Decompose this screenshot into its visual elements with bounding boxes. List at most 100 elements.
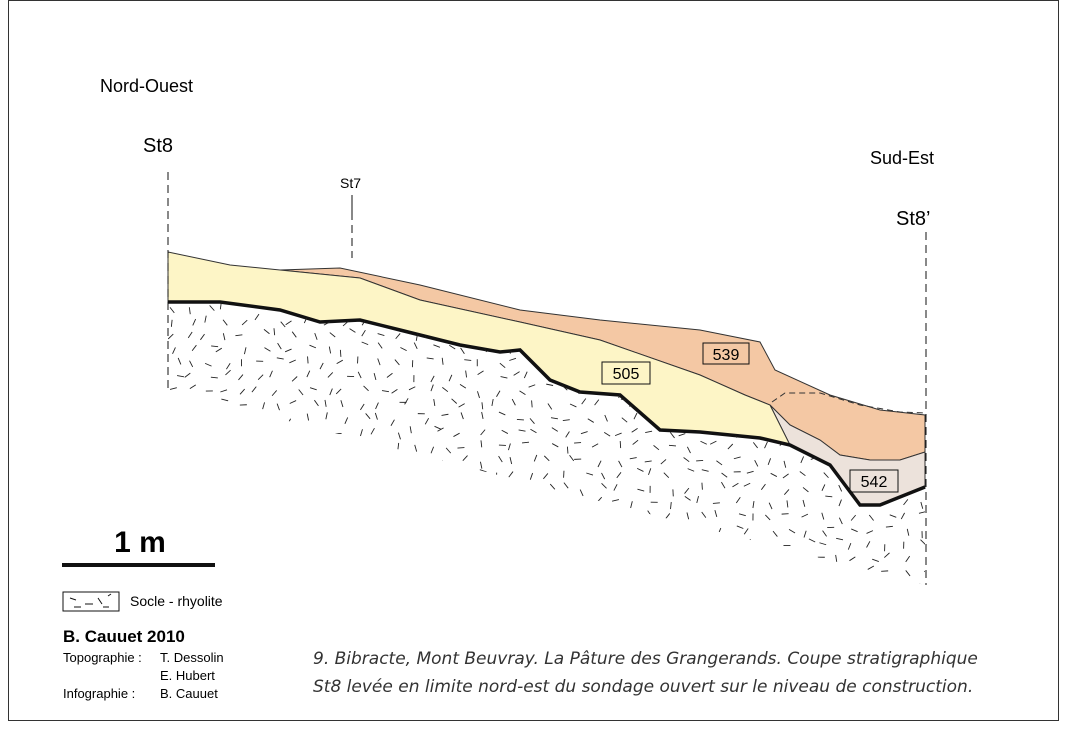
hatch-dash [431,556,439,561]
hatch-dash [276,357,284,360]
hatch-dash [247,428,255,432]
hatch-dash [672,580,680,583]
hatch-dash [837,373,842,380]
hatch-dash [236,446,242,453]
hatch-dash [328,346,332,354]
hatch-dash [441,460,445,468]
hatch-dash [636,467,644,472]
hatch-dash [698,566,702,574]
hatch-dash [340,400,344,408]
hatch-dash [519,539,522,547]
hatch-dash [212,444,217,451]
hatch-dash [174,513,182,518]
hatch-dash [254,313,260,321]
hatch-dash [344,558,348,566]
hatch-dash [786,500,789,508]
bedrock-surface [168,300,926,507]
hatch-dash [769,554,774,562]
hatch-dash [649,319,656,325]
hatch-dash [361,329,366,337]
hatch-dash [498,411,506,416]
hatch-dash [379,455,382,463]
hatch-dash [546,525,551,533]
hatch-dash [477,514,485,517]
hatch-dash [415,333,418,341]
hatch-dash [460,482,468,485]
hatch-dash [686,512,690,520]
hatch-dash [479,469,487,473]
hatch-dash [315,568,323,570]
hatch-dash [172,347,176,355]
hatch-dash [207,427,211,435]
hatch-dash [784,335,791,341]
hatch-dash [458,403,465,408]
hatch-dash [580,431,588,435]
hatch-dash [569,403,577,408]
hatch-dash [653,445,660,451]
hatch-dash [309,387,317,391]
hatch-dash [494,483,502,486]
hatch-dash [289,556,292,564]
hatch-dash [254,455,258,463]
hatch-dash [631,428,638,433]
hatch-dash [521,441,530,444]
hatch-dash [738,513,746,517]
hatch-dash [528,568,536,572]
hatch-dash [637,488,645,492]
hatch-dash [823,472,829,479]
hatch-dash [782,302,788,309]
hatch-dash [273,482,281,485]
hatch-dash [369,524,376,531]
hatch-dash [669,432,675,439]
hatch-dash [189,384,197,390]
hatch-dash [696,459,704,462]
hatch-dash [392,514,399,519]
hatch-dash [191,344,197,352]
hatch-dash [676,553,684,558]
hatch-dash [319,362,324,370]
hatch-dash [442,475,447,482]
hatch-dash [289,400,297,404]
hatch-dash [585,558,590,566]
hatch-dash [190,544,198,549]
hatch-dash [893,370,897,378]
hatch-dash [883,362,890,368]
hatch-dash [396,496,404,498]
hatch-dash [216,502,224,504]
frame [8,0,1059,721]
hatch-dash [483,530,487,538]
hatch-dash [601,483,607,489]
hatch-dash [921,397,925,403]
hatch-dash [550,417,558,420]
hatch-dash [271,390,278,397]
hatch-dash [169,387,177,390]
hatch-dash [516,418,524,421]
hatch-dash [905,570,911,577]
hatch-dash [323,471,328,479]
hatch-dash [189,460,197,465]
hatch-dash [760,483,766,490]
hatch-dash [656,553,664,557]
hatch-dash [490,499,498,503]
hatch-dash [523,371,528,379]
hatch-dash [701,511,707,518]
hatch-dash [649,527,656,533]
hatch-dash [199,417,207,421]
hatch-dash [699,315,707,320]
hatch-dash [732,482,739,488]
hatch-dash [867,565,875,570]
hatch-dash [603,573,607,581]
hatch-dash [344,417,349,424]
hatch-dash [505,481,513,484]
hatch-dash [701,587,707,591]
hatch-dash [361,341,369,346]
hatch-dash [406,568,414,571]
hatch-dash [397,585,403,589]
hatch-dash [390,419,395,426]
hatch-dash [298,389,304,396]
hatch-dash [562,501,570,506]
hatch-dash [720,302,727,306]
credit-role: Infographie : [63,686,135,701]
hatch-dash [192,427,195,435]
hatch-dash [572,540,579,546]
